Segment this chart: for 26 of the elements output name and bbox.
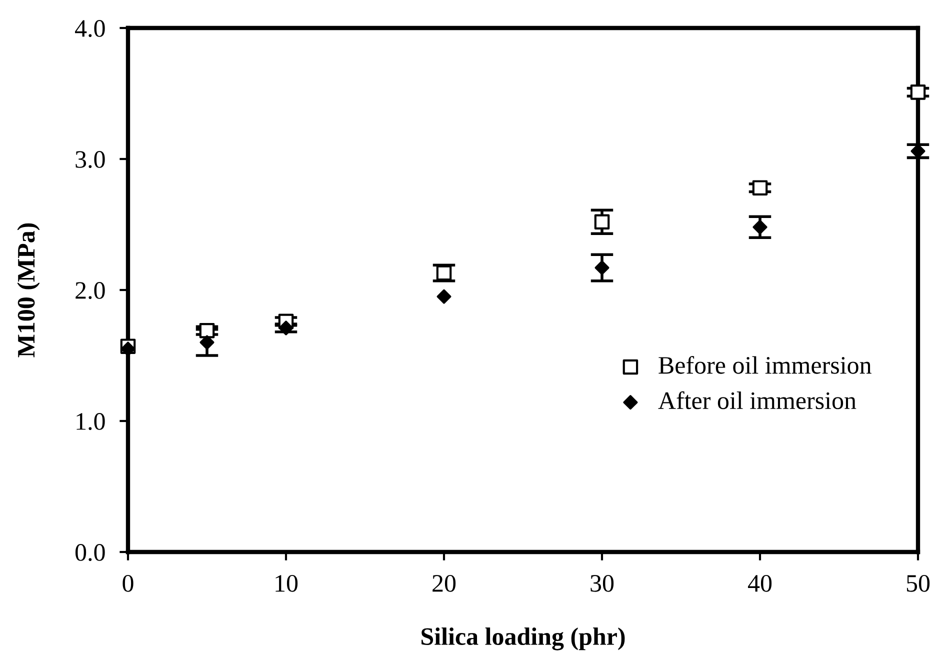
- point: [594, 214, 610, 230]
- point: [200, 335, 214, 350]
- point: [910, 84, 926, 100]
- legend-label: Before oil immersion: [658, 356, 872, 374]
- x-tick-label: 30: [590, 574, 614, 592]
- x-tick-label: 20: [432, 574, 456, 592]
- point: [278, 320, 294, 336]
- point: [594, 260, 610, 275]
- point: [436, 265, 452, 281]
- x-axis-title: Silica loading (phr): [422, 627, 625, 650]
- y-tick-label: 3.0: [76, 151, 105, 168]
- point: [120, 342, 136, 356]
- point: [752, 220, 768, 234]
- y-tick-label: 0.0: [75, 544, 105, 562]
- point: [436, 289, 452, 304]
- y-axis-title: M100 (MPa): [17, 223, 40, 358]
- y-tick-label: 2.0: [76, 282, 105, 300]
- point: [199, 322, 215, 338]
- y-tick-label: 4.0: [75, 20, 105, 38]
- x-tick-label: 40: [748, 574, 772, 592]
- x-tick-label: 10: [276, 574, 298, 592]
- x-tick-label: 50: [906, 574, 930, 592]
- point: [752, 180, 768, 196]
- legend-label: After oil immersion: [658, 391, 856, 410]
- x-tick-label: 0: [122, 574, 134, 592]
- y-tick-label: 1.0: [76, 413, 105, 430]
